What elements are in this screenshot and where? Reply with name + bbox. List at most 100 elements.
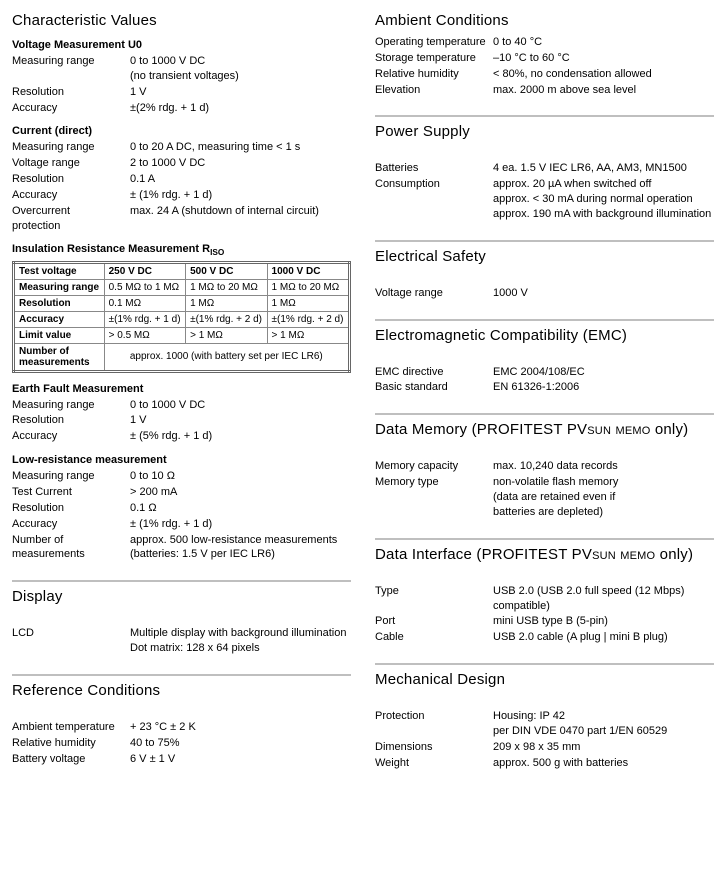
riso-cell: ±(1% rdg. + 2 d) xyxy=(186,311,267,327)
kv-row: Resolution1 V xyxy=(12,85,351,100)
kv-row: ProtectionHousing: IP 42 per DIN VDE 047… xyxy=(375,709,714,739)
reference-title: Reference Conditions xyxy=(12,682,351,699)
riso-table: Test voltage250 V DC500 V DC1000 V DC Me… xyxy=(12,261,351,373)
ambient-title: Ambient Conditions xyxy=(375,12,714,29)
kv-row: Basic standardEN 61326-1:2006 xyxy=(375,380,714,395)
kv-label: Operating temperature xyxy=(375,35,493,50)
riso-cell: > 0.5 MΩ xyxy=(104,327,185,343)
kv-label: Resolution xyxy=(12,413,130,428)
kv-value: ± (1% rdg. + 1 d) xyxy=(130,517,351,532)
left-column: Characteristic Values Voltage Measuremen… xyxy=(12,12,351,771)
riso-cell: ±(1% rdg. + 2 d) xyxy=(267,311,349,327)
divider xyxy=(12,580,351,582)
kv-value: > 200 mA xyxy=(130,485,351,500)
kv-row: Portmini USB type B (5-pin) xyxy=(375,614,714,629)
kv-value: EMC 2004/108/EC xyxy=(493,365,714,380)
kv-row: Accuracy±(2% rdg. + 1 d) xyxy=(12,101,351,116)
kv-label: LCD xyxy=(12,626,130,656)
display-rows: LCDMultiple display with background illu… xyxy=(12,626,351,656)
kv-row: EMC directiveEMC 2004/108/EC xyxy=(375,365,714,380)
right-column: Ambient Conditions Operating temperature… xyxy=(375,12,714,771)
kv-row: CableUSB 2.0 cable (A plug | mini B plug… xyxy=(375,630,714,645)
divider xyxy=(375,663,714,665)
kv-label: EMC directive xyxy=(375,365,493,380)
kv-value: 0 to 1000 V DC (no transient voltages) xyxy=(130,54,351,84)
riso-row-label: Resolution xyxy=(14,295,105,311)
divider xyxy=(375,413,714,415)
kv-row: Measuring range0 to 1000 V DC xyxy=(12,398,351,413)
riso-footer-row: Number of measurements approx. 1000 (wit… xyxy=(14,343,350,371)
power-title: Power Supply xyxy=(375,123,714,140)
electrical-title: Electrical Safety xyxy=(375,248,714,265)
kv-label: Resolution xyxy=(12,85,130,100)
kv-label: Measuring range xyxy=(12,54,130,84)
kv-value: 2 to 1000 V DC xyxy=(130,156,351,171)
riso-title: Insulation Resistance Measurement RISO xyxy=(12,243,351,257)
riso-row: Measuring range0.5 MΩ to 1 MΩ1 MΩ to 20 … xyxy=(14,279,350,295)
mechanical-rows: ProtectionHousing: IP 42 per DIN VDE 047… xyxy=(375,709,714,770)
voltage-u0-rows: Measuring range0 to 1000 V DC (no transi… xyxy=(12,54,351,115)
kv-label: Type xyxy=(375,584,493,614)
kv-value: ± (1% rdg. + 1 d) xyxy=(130,188,351,203)
kv-label: Number of measurements xyxy=(12,533,130,563)
riso-cell: 1 MΩ xyxy=(186,295,267,311)
interface-title: Data Interface (PROFITEST PVsun memo onl… xyxy=(375,546,714,563)
kv-value: max. 10,240 data records xyxy=(493,459,714,474)
kv-value: 6 V ± 1 V xyxy=(130,752,351,767)
kv-value: non-volatile flash memory (data are reta… xyxy=(493,475,714,520)
kv-row: Measuring range0 to 20 A DC, measuring t… xyxy=(12,140,351,155)
kv-value: 4 ea. 1.5 V IEC LR6, AA, AM3, MN1500 xyxy=(493,161,714,176)
kv-value: EN 61326-1:2006 xyxy=(493,380,714,395)
reference-rows: Ambient temperature+ 23 °C ± 2 KRelative… xyxy=(12,720,351,767)
kv-row: Test Current> 200 mA xyxy=(12,485,351,500)
riso-row-label: Measuring range xyxy=(14,279,105,295)
riso-cell: > 1 MΩ xyxy=(186,327,267,343)
kv-value: ±(2% rdg. + 1 d) xyxy=(130,101,351,116)
kv-row: Memory capacitymax. 10,240 data records xyxy=(375,459,714,474)
kv-value: < 80%, no condensation allowed xyxy=(493,67,714,82)
kv-row: Dimensions209 x 98 x 35 mm xyxy=(375,740,714,755)
kv-value: approx. 500 low-resistance measurements … xyxy=(130,533,351,563)
riso-header-cell: 1000 V DC xyxy=(267,262,349,279)
kv-value: Housing: IP 42 per DIN VDE 0470 part 1/E… xyxy=(493,709,714,739)
current-rows: Measuring range0 to 20 A DC, measuring t… xyxy=(12,140,351,233)
kv-label: Resolution xyxy=(12,501,130,516)
kv-value: mini USB type B (5-pin) xyxy=(493,614,714,629)
kv-value: 40 to 75% xyxy=(130,736,351,751)
riso-body: Measuring range0.5 MΩ to 1 MΩ1 MΩ to 20 … xyxy=(14,279,350,343)
riso-row-label: Accuracy xyxy=(14,311,105,327)
kv-row: Accuracy± (5% rdg. + 1 d) xyxy=(12,429,351,444)
memory-title: Data Memory (PROFITEST PVsun memo only) xyxy=(375,421,714,438)
riso-cell: 0.1 MΩ xyxy=(104,295,185,311)
kv-label: Voltage range xyxy=(12,156,130,171)
kv-row: Memory typenon-volatile flash memory (da… xyxy=(375,475,714,520)
kv-value: 0 to 40 °C xyxy=(493,35,714,50)
kv-row: Storage temperature–10 °C to 60 °C xyxy=(375,51,714,66)
kv-row: Overcurrent protectionmax. 24 A (shutdow… xyxy=(12,204,351,234)
emc-rows: EMC directiveEMC 2004/108/ECBasic standa… xyxy=(375,365,714,396)
kv-row: Resolution0.1 Ω xyxy=(12,501,351,516)
riso-footer-value: approx. 1000 (with battery set per IEC L… xyxy=(104,343,349,371)
kv-row: Consumptionapprox. 20 µA when switched o… xyxy=(375,177,714,222)
emc-title: Electromagnetic Compatibility (EMC) xyxy=(375,327,714,344)
kv-value: –10 °C to 60 °C xyxy=(493,51,714,66)
kv-row: Voltage range2 to 1000 V DC xyxy=(12,156,351,171)
kv-label: Overcurrent protection xyxy=(12,204,130,234)
kv-label: Weight xyxy=(375,756,493,771)
kv-label: Battery voltage xyxy=(12,752,130,767)
kv-label: Cable xyxy=(375,630,493,645)
kv-label: Relative humidity xyxy=(375,67,493,82)
current-title: Current (direct) xyxy=(12,125,351,137)
kv-row: Voltage range1000 V xyxy=(375,286,714,301)
kv-label: Test Current xyxy=(12,485,130,500)
display-title: Display xyxy=(12,588,351,605)
kv-row: Operating temperature0 to 40 °C xyxy=(375,35,714,50)
kv-row: Relative humidity< 80%, no condensation … xyxy=(375,67,714,82)
kv-label: Accuracy xyxy=(12,517,130,532)
mechanical-title: Mechanical Design xyxy=(375,671,714,688)
interface-rows: TypeUSB 2.0 (USB 2.0 full speed (12 Mbps… xyxy=(375,584,714,645)
riso-row: Limit value> 0.5 MΩ> 1 MΩ> 1 MΩ xyxy=(14,327,350,343)
kv-label: Protection xyxy=(375,709,493,739)
kv-row: TypeUSB 2.0 (USB 2.0 full speed (12 Mbps… xyxy=(375,584,714,614)
kv-value: max. 24 A (shutdown of internal circuit) xyxy=(130,204,351,234)
